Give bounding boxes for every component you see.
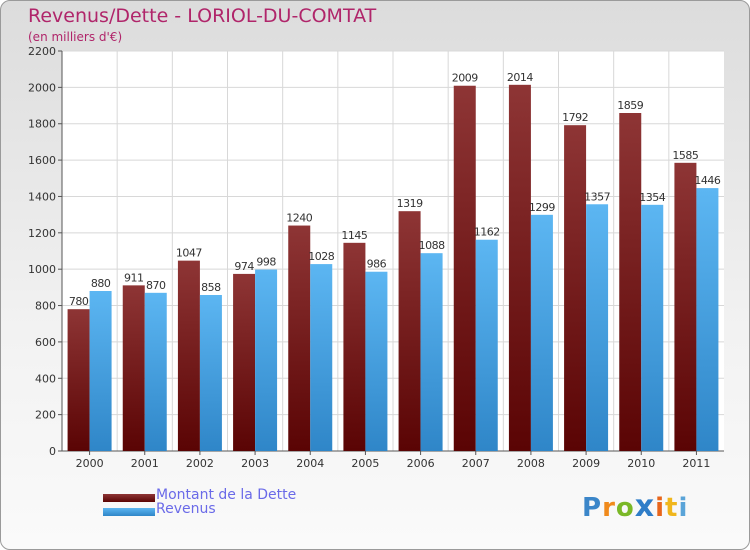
data-label: 1145 <box>341 229 367 242</box>
chart-title: Revenus/Dette - LORIOL-DU-COMTAT <box>28 5 377 27</box>
bar-revenue <box>696 188 719 451</box>
bar-revenue <box>199 295 222 451</box>
grid-layer <box>62 50 724 451</box>
logo-letter: i <box>655 493 666 523</box>
x-tick-label: 2000 <box>76 457 104 470</box>
data-label: 1585 <box>672 149 698 162</box>
bar-debt <box>564 125 587 451</box>
bar-revenue <box>586 204 609 451</box>
x-tick-label: 2001 <box>131 457 159 470</box>
logo-letter: i <box>678 493 689 523</box>
bar-debt <box>508 84 531 452</box>
bar-debt <box>398 211 421 451</box>
x-tick-label: 2002 <box>186 457 214 470</box>
bar-debt <box>674 162 697 451</box>
bar-debt <box>67 309 90 451</box>
x-tick-label: 2008 <box>517 457 545 470</box>
y-tick-label: 200 <box>35 409 56 422</box>
bar-revenue <box>255 269 278 451</box>
axis-layer: 0 200 400 600 800 1000 1200 1400 1600 1800 2000 220… <box>28 45 724 470</box>
x-tick-label: 2006 <box>407 457 435 470</box>
legend-swatch-revenue <box>103 508 155 516</box>
bar-revenue <box>641 204 664 451</box>
bar-debt <box>343 242 366 451</box>
y-tick-label: 2200 <box>28 45 56 58</box>
data-label: 870 <box>146 279 166 292</box>
data-label: 1446 <box>694 174 720 187</box>
data-label: 1299 <box>529 201 555 214</box>
legend-label-debt: Montant de la Dette <box>156 487 297 503</box>
bar-revenue <box>310 264 333 451</box>
data-label: 1028 <box>308 250 334 263</box>
data-label: 2014 <box>507 71 533 84</box>
bar-revenue <box>144 292 167 451</box>
data-label: 1354 <box>639 191 665 204</box>
logo-letter: r <box>602 493 616 523</box>
y-tick-label: 1600 <box>28 154 56 167</box>
unit-label: (en milliers d'€) <box>28 30 123 44</box>
data-label: 1357 <box>584 190 610 203</box>
data-label: 1162 <box>474 226 500 239</box>
data-label: 974 <box>234 260 254 273</box>
bar-debt <box>233 273 256 451</box>
x-tick-label: 2003 <box>241 457 269 470</box>
y-tick-label: 0 <box>49 445 56 458</box>
legend-label-revenue: Revenus <box>156 501 216 517</box>
x-tick-label: 2011 <box>682 457 710 470</box>
data-label: 1319 <box>397 197 423 210</box>
x-tick-label: 2005 <box>351 457 379 470</box>
bar-debt <box>122 285 145 451</box>
x-tick-label: 2010 <box>627 457 655 470</box>
data-label: 2009 <box>452 72 478 85</box>
y-tick-label: 2000 <box>28 81 56 94</box>
bar-revenue <box>475 239 498 451</box>
bar-revenue <box>420 253 443 451</box>
logo-letter: P <box>582 493 603 523</box>
y-tick-label: 400 <box>35 372 56 385</box>
y-tick-label: 1400 <box>28 190 56 203</box>
data-label: 1088 <box>419 239 445 252</box>
bar-debt <box>619 113 642 451</box>
logo-letter: o <box>615 493 635 523</box>
data-label: 1240 <box>286 212 312 225</box>
y-tick-label: 1200 <box>28 227 56 240</box>
logo-letter: t <box>665 493 679 523</box>
data-label: 1859 <box>617 99 643 112</box>
data-label: 858 <box>201 281 221 294</box>
y-tick-label: 1800 <box>28 118 56 131</box>
legend-swatch-debt <box>103 494 155 502</box>
y-tick-label: 800 <box>35 300 56 313</box>
x-tick-label: 2004 <box>296 457 324 470</box>
data-label: 986 <box>367 258 387 271</box>
bar-revenue <box>530 214 553 451</box>
data-label: 1792 <box>562 111 588 124</box>
data-label: 880 <box>91 277 111 290</box>
bar-debt <box>177 260 200 451</box>
logo-letter: x <box>634 489 656 524</box>
data-label: 780 <box>69 295 89 308</box>
x-tick-label: 2007 <box>462 457 490 470</box>
bar-revenue <box>365 271 388 451</box>
bar-debt <box>453 85 476 452</box>
data-label: 1047 <box>176 247 202 260</box>
bar-debt <box>288 225 311 451</box>
bar-revenue <box>89 291 112 451</box>
y-tick-label: 1000 <box>28 263 56 276</box>
proxiti-logo: Proxiti <box>582 489 688 524</box>
data-label: 998 <box>256 256 276 269</box>
bar-layer <box>67 84 719 452</box>
y-tick-label: 600 <box>35 336 56 349</box>
x-tick-label: 2009 <box>572 457 600 470</box>
data-label: 911 <box>124 271 144 284</box>
